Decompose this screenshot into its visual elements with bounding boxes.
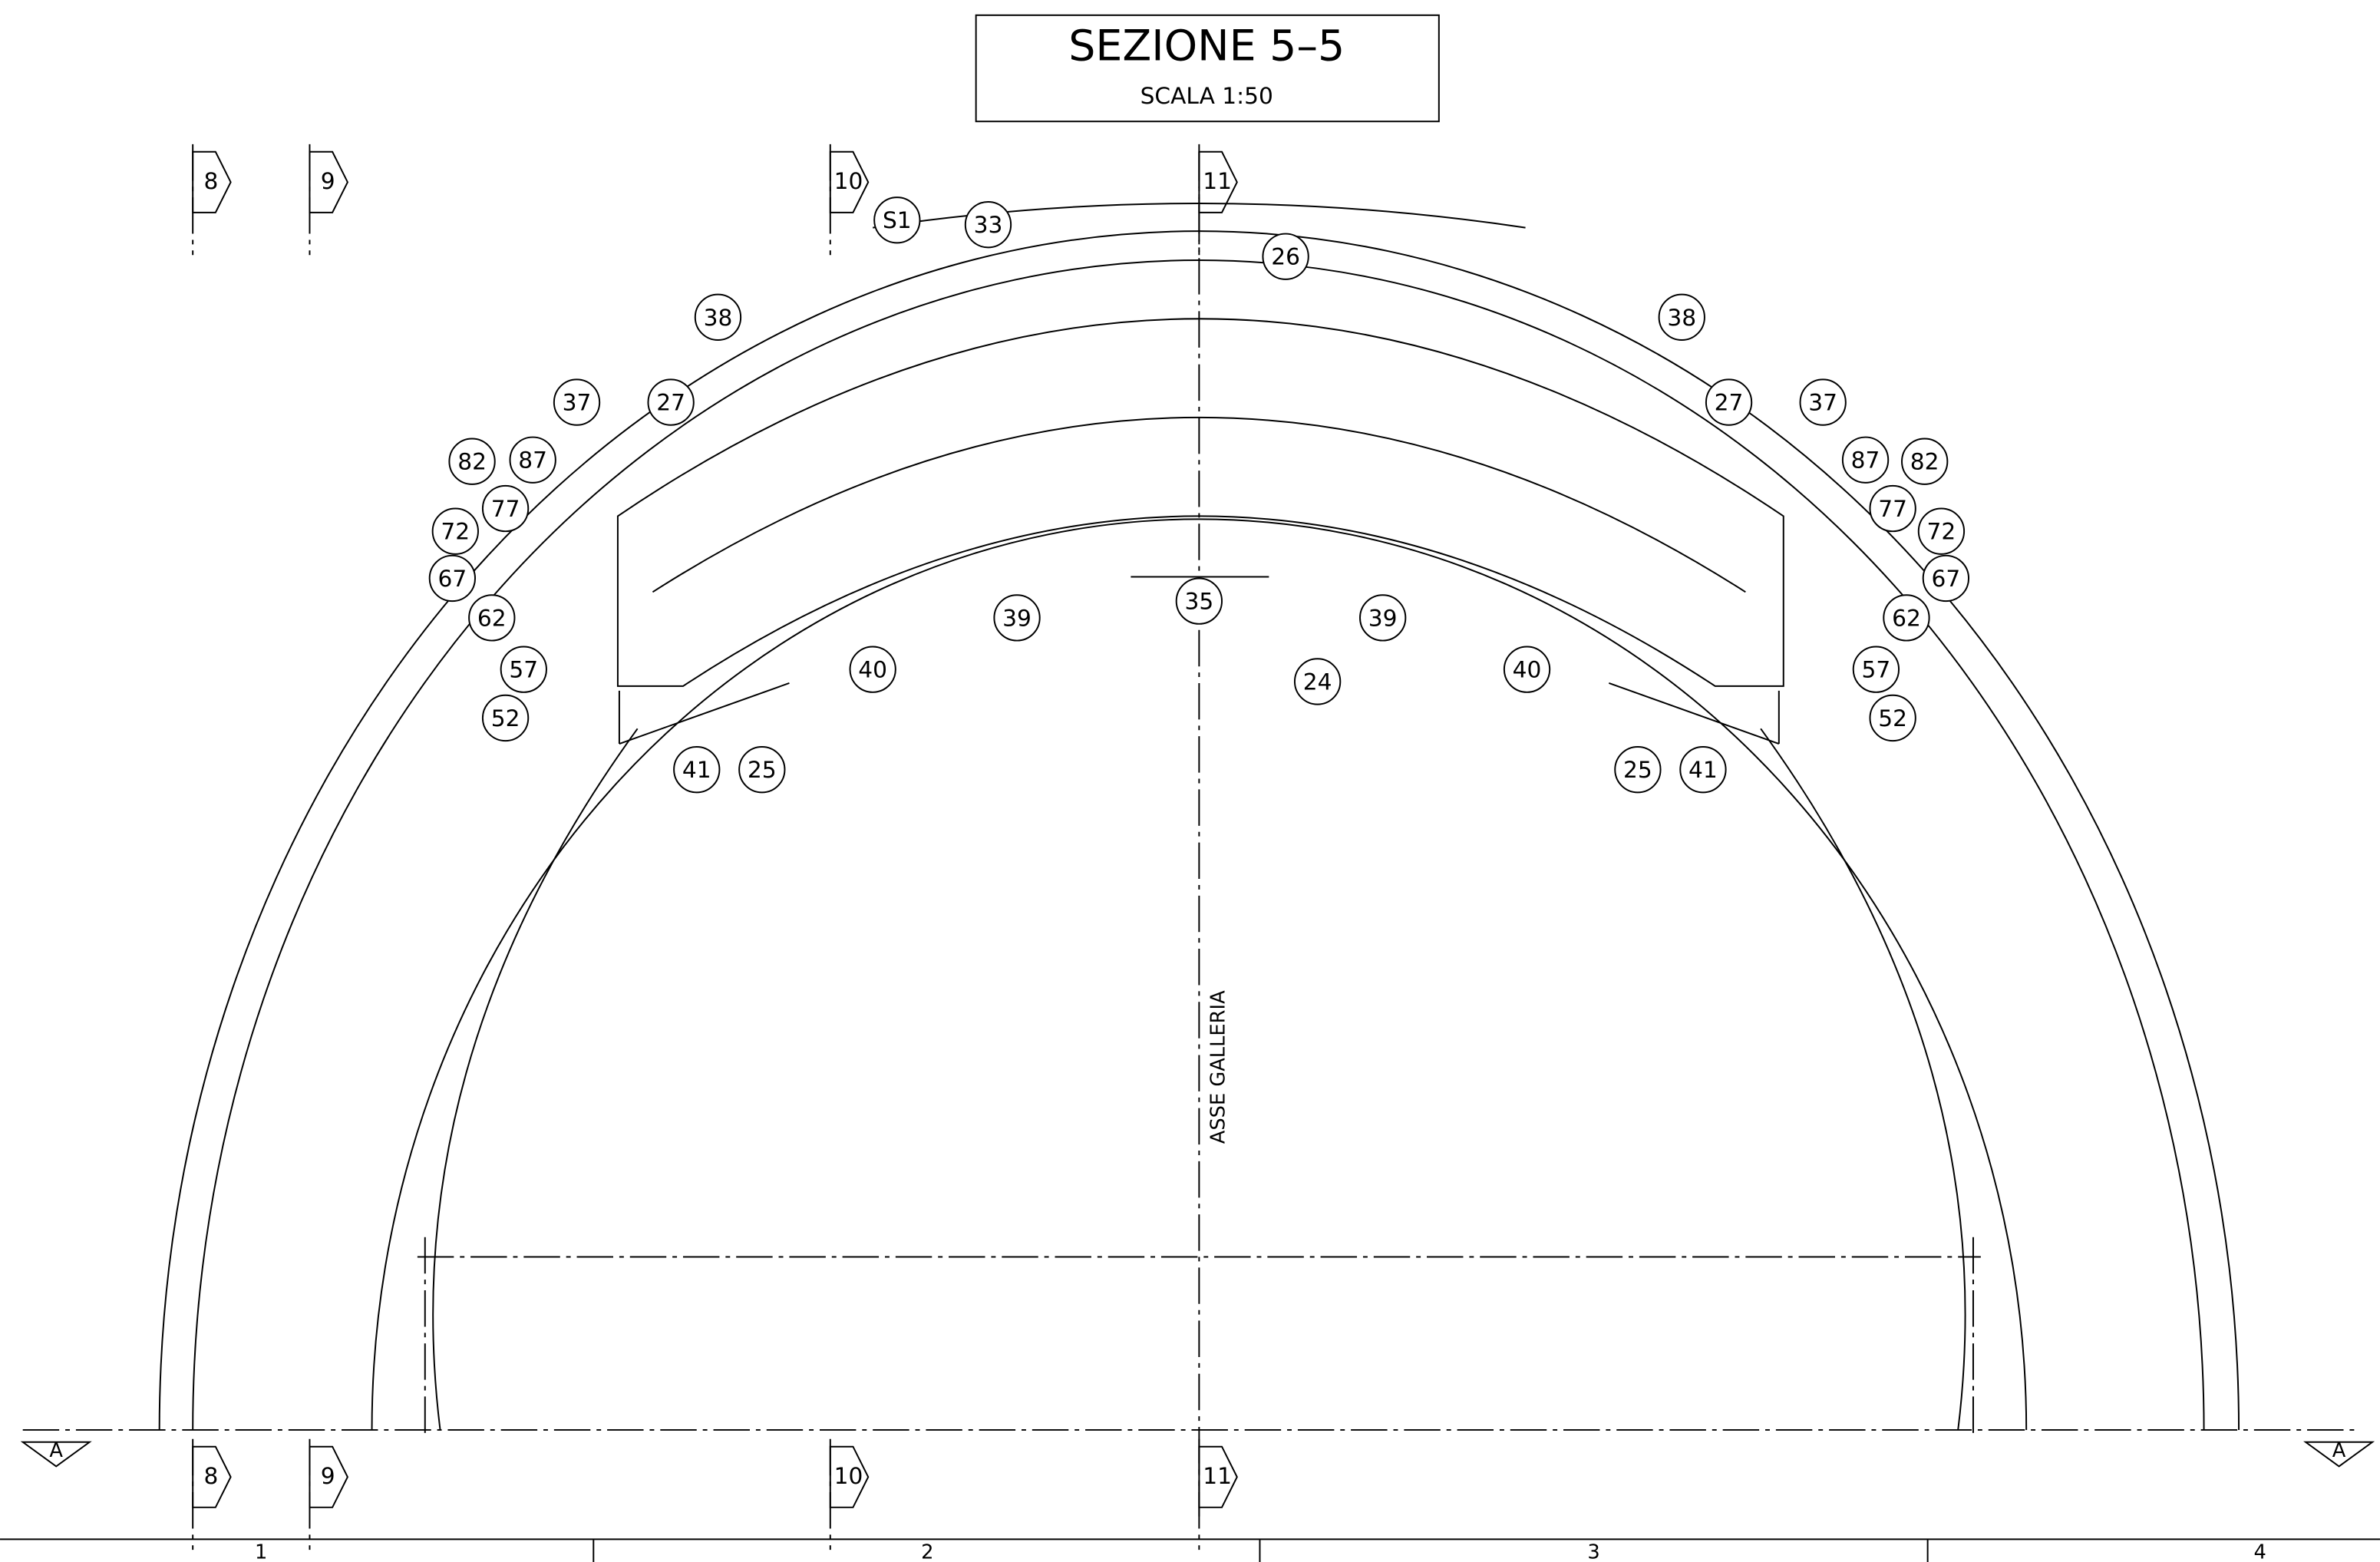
callout-label: 82 <box>1910 448 1939 475</box>
callout-label: 40 <box>1513 656 1542 683</box>
section-mark-label: 10 <box>834 167 863 194</box>
ruler-label: 1 <box>255 1541 267 1562</box>
callout-label: 67 <box>1931 565 1960 592</box>
ruler-label: 4 <box>2254 1541 2266 1562</box>
page: SEZIONE 5–5 SCALA 1:50 ASSE GALLERIA S1 3… <box>0 0 2380 1562</box>
callout-label: 25 <box>748 756 777 783</box>
callout-label: 27 <box>1715 389 1744 416</box>
section-mark-label: 9 <box>321 1462 335 1489</box>
callout-label: 26 <box>1271 243 1300 270</box>
callout-label: 37 <box>1808 389 1837 416</box>
callout-label: 52 <box>491 705 520 731</box>
axis-label: ASSE GALLERIA <box>1207 990 1230 1144</box>
view-mark-label: A <box>2332 1439 2346 1462</box>
ruler-label: 2 <box>921 1541 933 1562</box>
callout-label: 35 <box>1184 588 1213 615</box>
callout-label: 39 <box>1002 604 1032 631</box>
callout-label: 62 <box>477 604 507 631</box>
callout-label: 57 <box>1862 656 1891 683</box>
callout-label: 25 <box>1623 756 1652 783</box>
callout-label: 52 <box>1878 705 1907 731</box>
callout-label: S1 <box>883 206 912 233</box>
callout-label: 27 <box>656 389 685 416</box>
callout-label: 72 <box>1927 518 1956 545</box>
callout-label: 87 <box>518 447 547 474</box>
section-mark-label: 11 <box>1203 167 1232 194</box>
callout-label: 72 <box>441 518 470 545</box>
callout-label: 82 <box>457 448 487 475</box>
callout-label: 41 <box>1688 756 1718 783</box>
callout-label: 37 <box>563 389 592 416</box>
callout-label: 77 <box>491 495 520 522</box>
crown-slab <box>618 319 1784 686</box>
drawing: SEZIONE 5–5 SCALA 1:50 ASSE GALLERIA S1 3… <box>0 0 2380 1562</box>
section-mark-label: 8 <box>203 167 218 194</box>
callout-label: 39 <box>1368 604 1398 631</box>
callout-label: 40 <box>858 656 887 683</box>
callout-label: 38 <box>704 304 733 331</box>
callout-label: 38 <box>1667 304 1696 331</box>
section-mark-label: 10 <box>834 1462 863 1489</box>
section-mark-label: 8 <box>203 1462 218 1489</box>
ruler-ticks <box>593 1539 1927 1562</box>
callout-label: 67 <box>437 565 467 592</box>
scale: SCALA 1:50 <box>1140 82 1273 109</box>
title: SEZIONE 5–5 <box>1068 21 1345 71</box>
ruler-label: 3 <box>1587 1541 1599 1562</box>
callout-label: 87 <box>1851 447 1880 474</box>
section-mark-label: 9 <box>321 167 335 194</box>
callout-label: 24 <box>1303 668 1332 695</box>
callout-label: 33 <box>974 211 1003 238</box>
callout-label: 57 <box>509 656 538 683</box>
callout-label: 41 <box>682 756 711 783</box>
callout-label: 62 <box>1892 604 1921 631</box>
callout-label: 77 <box>1878 495 1907 522</box>
section-mark-label: 11 <box>1203 1462 1232 1489</box>
view-mark-label: A <box>49 1439 63 1462</box>
